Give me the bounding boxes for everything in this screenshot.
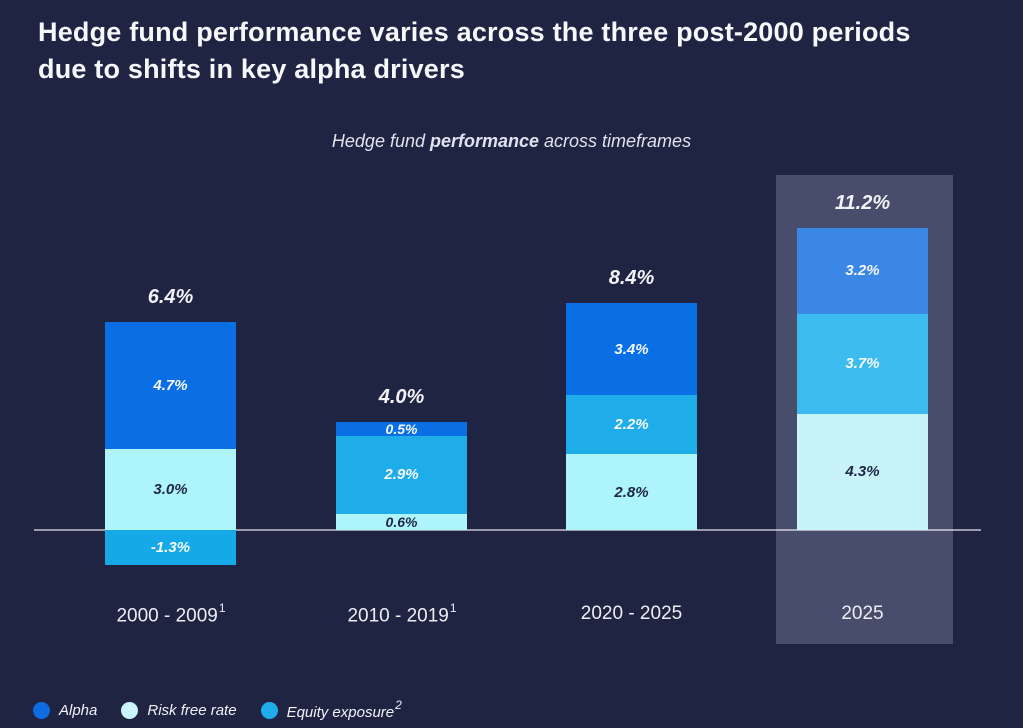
bar-segment-alpha: 3.4% (566, 303, 697, 395)
chart-subtitle: Hedge fund performance across timeframes (0, 131, 1023, 152)
legend-label: Risk free rate (147, 702, 237, 719)
bar-segment-risk-free-rate: 3.0% (105, 449, 236, 530)
bar-segment-risk-free-rate: 4.3% (797, 413, 928, 530)
footnote-marker: 1 (218, 601, 226, 615)
bar-segment-risk-free-rate: 2.8% (566, 454, 697, 530)
bar-total-label: 11.2% (834, 191, 891, 214)
title-line-1: Hedge fund performance varies across the… (38, 17, 911, 47)
legend-swatch-icon (260, 702, 278, 719)
bar-segment-equity-exposure: -1.3% (105, 530, 236, 566)
legend-label: Alpha (59, 702, 98, 719)
bar-segment-alpha: 3.2% (797, 227, 928, 314)
legend-swatch-icon (121, 702, 139, 719)
legend-item-alpha: Alpha (33, 702, 97, 719)
legend-swatch-icon (33, 702, 50, 719)
bar-segment-alpha: 0.5% (336, 421, 467, 437)
bar-segment-equity-exposure: 2.9% (336, 435, 467, 514)
bar-segment-alpha: 4.7% (105, 322, 236, 449)
title-line-2: due to shifts in key alpha drivers (38, 54, 465, 84)
x-axis-line (34, 529, 981, 531)
subtitle-bold: performance (429, 131, 540, 151)
subtitle-pre: Hedge fund (331, 131, 430, 151)
bar-total-label: 8.4% (608, 267, 655, 290)
category-label-2000-2009: 2000 - 20091 (116, 601, 226, 627)
legend-label: Equity exposure2 (286, 698, 402, 721)
category-label-2025: 2025 (841, 603, 884, 624)
category-label-2020-2025: 2020 - 2025 (580, 603, 683, 624)
page-title: Hedge fund performance varies across the… (38, 14, 988, 88)
subtitle-post: across timeframes (539, 131, 692, 151)
legend-item-risk-free-rate: Risk free rate (121, 702, 237, 719)
legend-item-equity-exposure: Equity exposure2 (260, 698, 402, 721)
bar-total-label: 6.4% (147, 286, 194, 309)
bar-total-label: 4.0% (378, 386, 425, 408)
bar-segment-equity-exposure: 3.7% (797, 314, 928, 414)
category-label-2010-2019: 2010 - 20191 (347, 601, 457, 627)
legend: Alpha Risk free rate Equity exposure2 (33, 698, 402, 721)
footnote-marker: 1 (449, 601, 457, 615)
bar-segment-risk-free-rate: 0.6% (336, 513, 467, 530)
footnote-marker: 2 (395, 698, 402, 712)
bar-segment-equity-exposure: 2.2% (566, 395, 697, 455)
